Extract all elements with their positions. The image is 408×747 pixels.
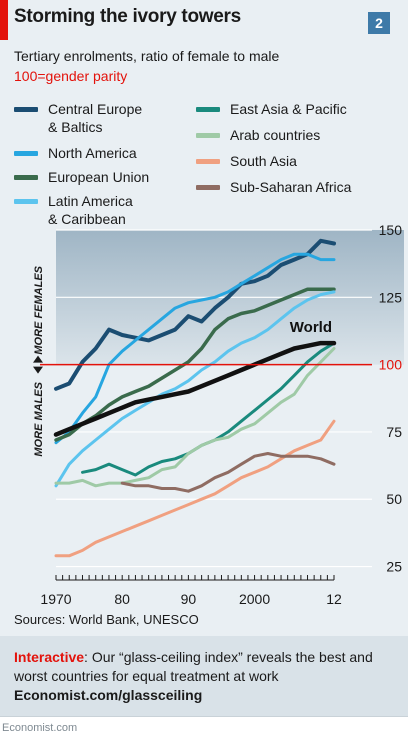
footer-site: Economist.com bbox=[2, 722, 78, 734]
zone-labels: MORE FEMALES MORE MALES bbox=[33, 265, 45, 457]
legend-swatch bbox=[14, 107, 38, 112]
parity-note: 100=gender parity bbox=[14, 68, 128, 84]
y-tick-label: 25 bbox=[386, 559, 402, 575]
legend-item-european-union: European Union bbox=[14, 168, 149, 186]
chart-number-badge: 2 bbox=[368, 12, 390, 34]
y-tick-label: 75 bbox=[386, 424, 402, 440]
legend-item-north-america: North America bbox=[14, 144, 137, 162]
x-axis-ticks bbox=[55, 575, 335, 581]
arrow-up-icon bbox=[33, 355, 43, 363]
x-tick-label: 1970 bbox=[40, 591, 71, 607]
legend-label: North America bbox=[48, 145, 137, 161]
series-line-sub-saharan-africa bbox=[120, 452, 336, 493]
zone-label-more-females: MORE FEMALES bbox=[33, 265, 45, 354]
y-tick-label: 125 bbox=[379, 289, 403, 305]
series-line-north-america bbox=[54, 252, 336, 445]
world-annotation: World bbox=[290, 319, 332, 336]
legend-item-arab-countries: Arab countries bbox=[196, 126, 320, 144]
legend-label: South Asia bbox=[230, 153, 297, 169]
y-tick-label: 150 bbox=[379, 225, 403, 238]
promo-body: : Our “glass-ceiling index” reveals the … bbox=[14, 649, 373, 684]
series-line-world bbox=[53, 340, 337, 437]
series-line-arab-countries bbox=[54, 347, 336, 488]
legend-swatch bbox=[196, 159, 220, 164]
promo-text: Interactive: Our “glass-ceiling index” r… bbox=[14, 648, 398, 705]
promo-link[interactable]: Economist.com/glassceiling bbox=[14, 687, 203, 703]
legend-swatch bbox=[196, 107, 220, 112]
promo-box: Interactive: Our “glass-ceiling index” r… bbox=[0, 636, 408, 716]
legend-swatch bbox=[196, 133, 220, 138]
series-line-central-europe-baltics bbox=[54, 238, 336, 391]
zone-label-more-males: MORE MALES bbox=[33, 381, 45, 456]
legend-label: Latin America & Caribbean bbox=[48, 193, 133, 227]
legend-swatch bbox=[14, 199, 38, 204]
series-line-latin-america-caribbean bbox=[54, 290, 336, 488]
x-tick-label: 90 bbox=[181, 591, 197, 607]
brand-red-bar bbox=[0, 0, 8, 40]
axis-labels: 25 50 75 100 125 150 World 1970 80 90 2000 12 bbox=[40, 225, 402, 607]
legend-item-latin-america: Latin America & Caribbean bbox=[14, 192, 133, 228]
promo-keyword: Interactive bbox=[14, 649, 85, 665]
chart-title: Storming the ivory towers bbox=[14, 6, 241, 27]
series-line-european-union bbox=[54, 287, 336, 442]
legend-item-central-europe: Central Europe & Baltics bbox=[14, 100, 142, 136]
legend-swatch bbox=[196, 185, 220, 190]
legend-label: European Union bbox=[48, 169, 150, 185]
y-tick-label: 100 bbox=[379, 357, 403, 373]
legend-swatch bbox=[14, 175, 38, 180]
chart-panel: Storming the ivory towers 2 Tertiary enr… bbox=[0, 0, 408, 717]
source-note: Sources: World Bank, UNESCO bbox=[14, 612, 199, 627]
series-lines bbox=[53, 238, 337, 558]
legend-item-south-asia: South Asia bbox=[196, 152, 297, 170]
legend-item-sub-saharan-africa: Sub-Saharan Africa bbox=[196, 178, 351, 196]
legend-label: Central Europe & Baltics bbox=[48, 101, 143, 135]
legend-swatch bbox=[14, 151, 38, 156]
x-tick-label: 80 bbox=[114, 591, 130, 607]
x-tick-label: 2000 bbox=[239, 591, 270, 607]
arrow-down-icon bbox=[33, 366, 43, 374]
x-tick-label: 12 bbox=[326, 591, 342, 607]
line-chart: 25 50 75 100 125 150 World 1970 80 90 2000 12 MORE … bbox=[33, 225, 404, 607]
legend-item-east-asia: East Asia & Pacific bbox=[196, 100, 347, 118]
legend-label: Sub-Saharan Africa bbox=[230, 179, 352, 195]
y-tick-label: 50 bbox=[386, 491, 402, 507]
legend-label: East Asia & Pacific bbox=[230, 101, 347, 117]
legend-label: Arab countries bbox=[230, 127, 321, 143]
chart-subtitle: Tertiary enrolments, ratio of female to … bbox=[14, 48, 280, 64]
